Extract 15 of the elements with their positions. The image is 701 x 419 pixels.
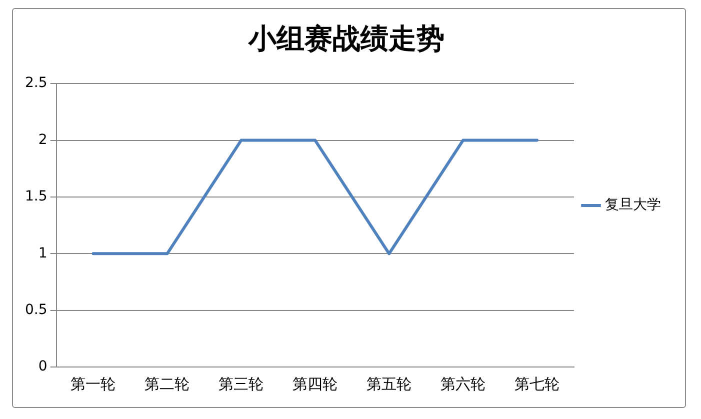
y-tick-label: 0 xyxy=(38,358,48,375)
y-tick-label: 2 xyxy=(38,132,48,148)
x-tick-label: 第六轮 xyxy=(440,374,486,393)
x-tick-label: 第三轮 xyxy=(218,374,264,393)
chart-title: 小组赛战绩走势 xyxy=(248,22,444,56)
x-tick-label: 第七轮 xyxy=(514,374,560,393)
legend-label: 复旦大学 xyxy=(605,197,661,214)
x-tick-label: 第一轮 xyxy=(70,374,116,393)
y-tick-label: 1.5 xyxy=(25,188,48,205)
y-tick-label: 1 xyxy=(38,245,48,262)
x-tick-label: 第四轮 xyxy=(292,374,338,393)
x-tick-label: 第二轮 xyxy=(144,374,190,393)
y-tick-label: 2.5 xyxy=(25,75,48,92)
x-tick-label: 第五轮 xyxy=(366,374,412,393)
y-tick-label: 0.5 xyxy=(25,302,48,318)
